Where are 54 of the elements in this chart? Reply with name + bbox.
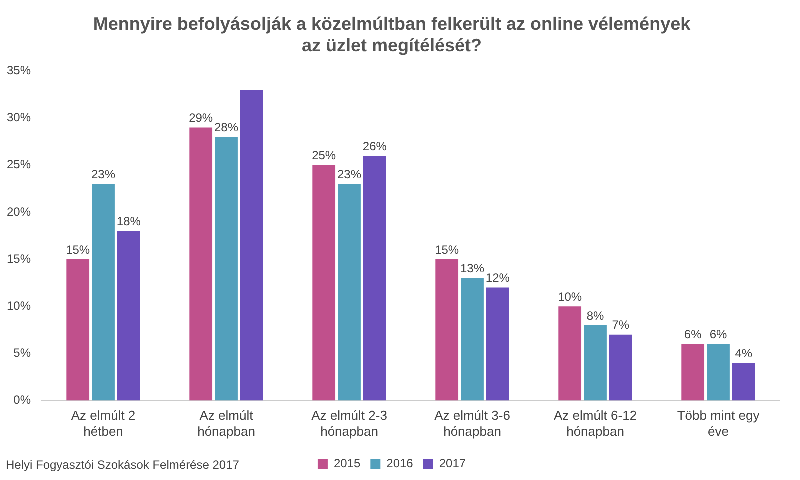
bar [117,231,140,401]
bar [312,165,336,401]
x-tick-label: Az elmúlt hónapban [198,408,256,439]
x-tick-label: Az elmúlt 3-6 hónapban [434,408,510,439]
text: Helyi Fogyasztói Szokások Felmérése 2017 [6,458,240,472]
y-tick-label: 5% [14,346,32,360]
bar [436,260,459,401]
x-tick-label: Az elmúlt 2 hétben [71,408,136,439]
data-label: 23% [92,168,116,182]
bar [363,156,386,401]
bar [66,260,90,401]
chart-title: Mennyire befolyásolják a közelmúltban felkerült az online vélemények az üzlet megítélését? [93,14,692,56]
data-label: 26% [362,139,388,154]
data-label: 23% [337,168,362,182]
x-tick-label: Az elmúlt 6-12 hónapban [554,408,638,439]
bar [486,288,510,401]
bar [240,90,264,401]
bar [682,344,705,401]
x-tick-label: Több mint egy éve [677,408,760,439]
data-label: 18% [116,214,142,229]
data-label: 7% [612,318,630,332]
y-tick-label: 20% [6,204,32,219]
bar [584,325,607,401]
data-label: 6% [684,328,702,342]
legend-label: 2017 [439,456,466,470]
data-label: 29% [189,111,214,126]
data-label: 25% [312,148,336,163]
y-tick-label: 30% [6,110,32,125]
bar [707,344,730,401]
data-label: 15% [66,242,90,257]
legend-label: 2016 [386,456,414,470]
bar [338,184,361,401]
bar [190,128,213,401]
data-label: 8% [586,308,605,323]
y-tick-label: 0% [14,393,32,408]
y-tick-label: 25% [6,158,32,172]
bar [558,306,582,401]
data-label: 10% [558,290,582,304]
data-label: 4% [735,346,753,360]
y-tick-label: 15% [6,252,32,266]
legend-label: 2015 [334,456,361,470]
bar [461,278,484,401]
y-tick-label: 10% [6,298,32,313]
x-tick-label: Az elmúlt 2-3 hónapban [312,408,388,439]
bar [92,184,115,401]
y-tick-label: 35% [6,64,32,78]
data-label: 15% [435,242,460,257]
data-label: 28% [214,120,239,134]
data-label: 6% [710,328,728,342]
data-label: 13% [460,262,485,276]
data-label: 12% [486,271,510,286]
bar [732,363,756,401]
bar [215,137,238,401]
bar [609,334,632,401]
